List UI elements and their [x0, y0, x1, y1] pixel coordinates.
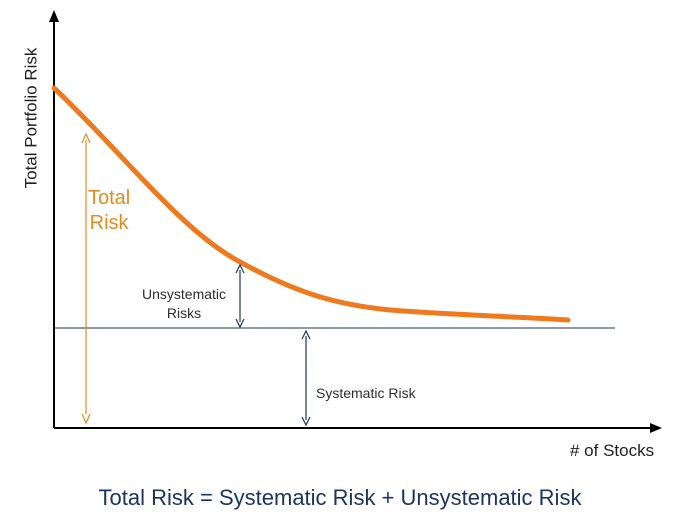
- total-risk-arrow-bottom-head: [81, 413, 91, 425]
- x-axis-label: # of Stocks: [570, 441, 655, 460]
- unsystematic-label-line2: Risks: [166, 305, 202, 321]
- total-risk-arrow-top-head: [81, 132, 91, 144]
- total-risk-label: Total Risk: [88, 186, 130, 236]
- y-axis-arrowhead: [49, 10, 59, 22]
- unsystematic-label-line1: Unsystematic: [142, 286, 227, 302]
- x-axis-arrowhead: [650, 423, 662, 433]
- total-risk-label-line2: Risk: [89, 212, 129, 234]
- systematic-arrow-bottom-head: [301, 416, 311, 427]
- unsystematic-arrow-top-head: [235, 263, 245, 274]
- systematic-risk-label: Systematic Risk: [316, 385, 416, 401]
- unsystematic-arrow-bottom-head: [235, 318, 245, 329]
- systematic-arrow-top-head: [301, 329, 311, 340]
- total-risk-curve: [51, 85, 571, 323]
- total-risk-label-line1: Total: [88, 187, 131, 209]
- y-axis-label: Total Portfolio Risk: [21, 47, 41, 189]
- risk-formula: Total Risk = Systematic Risk + Unsystema…: [98, 485, 582, 510]
- unsystematic-risk-label: Unsystematic Risks: [142, 285, 226, 323]
